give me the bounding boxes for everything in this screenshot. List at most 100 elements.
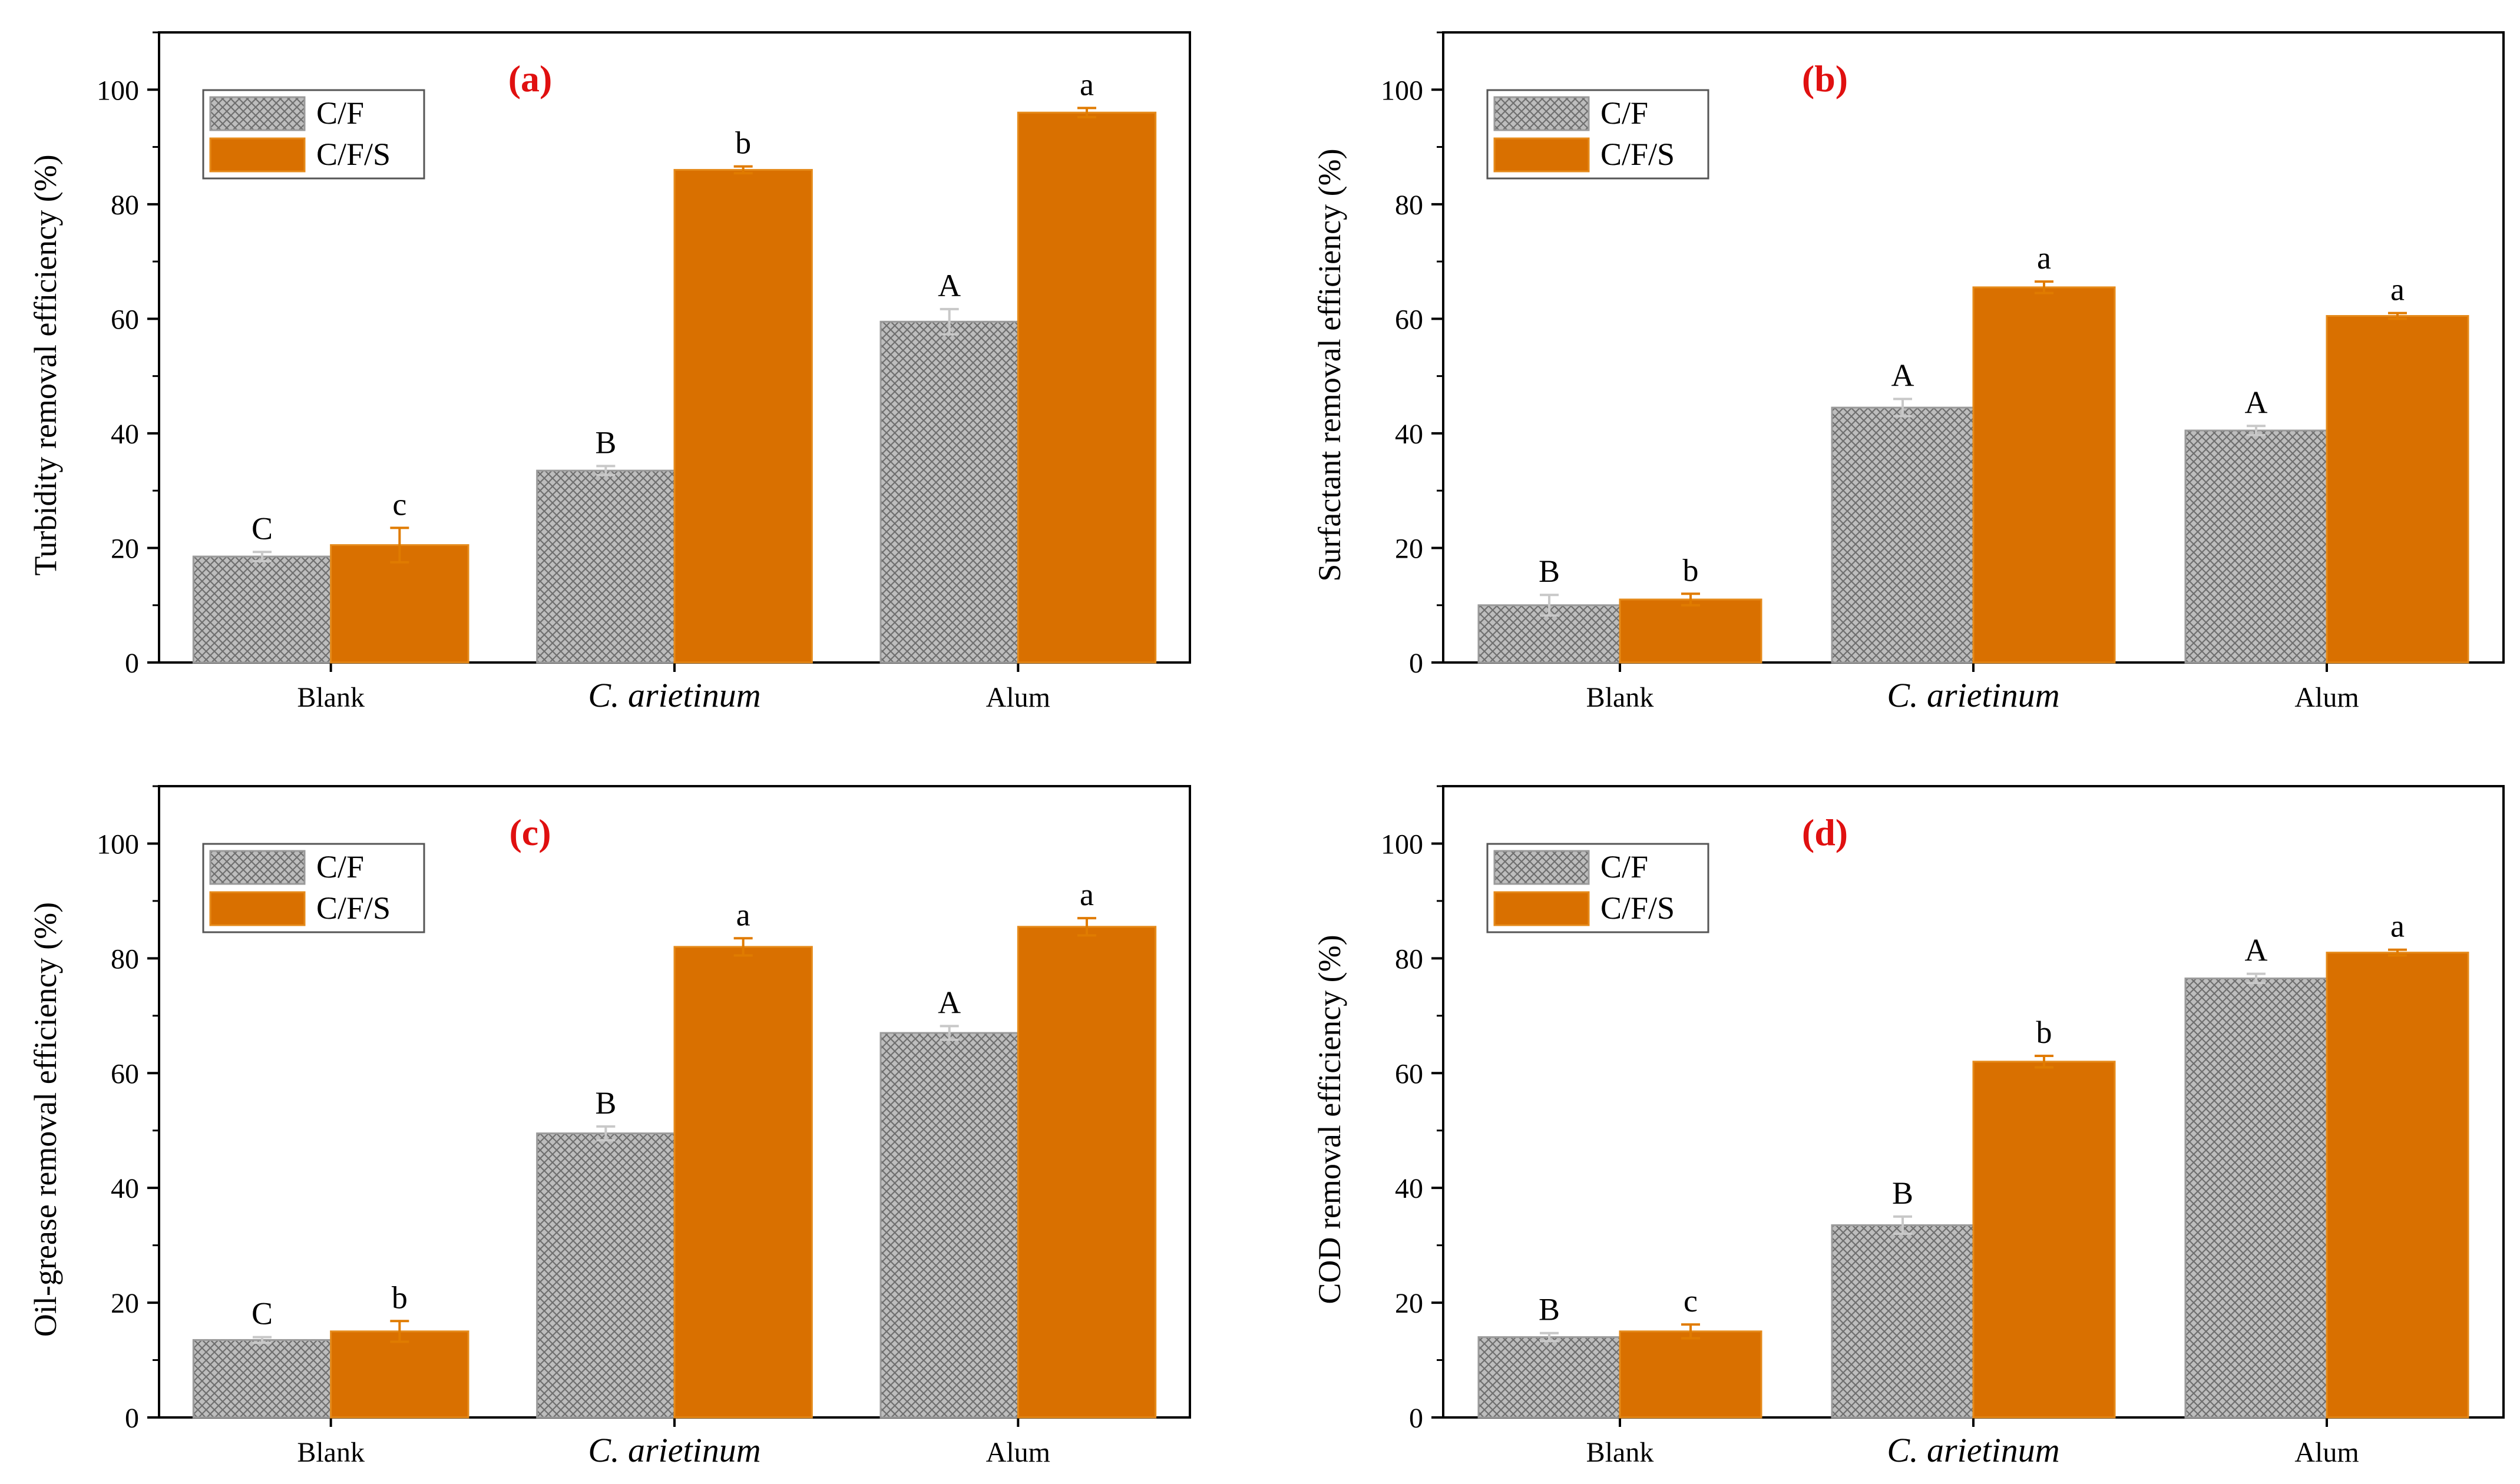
- bar-cfs-3: [2326, 315, 2469, 664]
- y-tick-label: 100: [1381, 75, 1423, 106]
- y-tick-label: 0: [1409, 648, 1423, 679]
- y-tick-label: 40: [111, 419, 139, 450]
- significance-letter: c: [1684, 1283, 1698, 1319]
- y-tick-label: 20: [111, 533, 139, 564]
- panel-label: (a): [508, 58, 553, 100]
- x-tick-label: Blank: [1586, 1437, 1654, 1468]
- significance-letter: a: [736, 897, 750, 932]
- x-tick-label: Blank: [297, 682, 365, 713]
- bar-cf-2: [536, 1132, 676, 1419]
- legend-label-cfs: C/F/S: [316, 890, 391, 926]
- significance-letter: A: [2245, 933, 2268, 968]
- y-tick-label: 60: [111, 1058, 139, 1089]
- legend-label-cf: C/F: [1600, 95, 1648, 131]
- legend-swatch-cf: [1493, 850, 1590, 885]
- y-tick-label: 0: [125, 648, 139, 679]
- significance-letter: a: [2390, 272, 2405, 307]
- panels: 0 20 40 60 80 100 Turbidity removal efficiency…: [28, 31, 2505, 1469]
- bar-cfs-3: [1017, 111, 1157, 664]
- significance-letter: C: [252, 1296, 273, 1331]
- significance-letter: A: [938, 985, 961, 1020]
- bar-cf-2: [536, 469, 676, 664]
- significance-letter: A: [1891, 358, 1914, 393]
- bar-cf-1: [192, 1339, 332, 1419]
- y-tick-label: 80: [1395, 190, 1423, 221]
- chart-panel-3: 0 20 40 60 80 100 Oil-grease removal efficienc…: [28, 785, 1191, 1469]
- chart-panel-2: 0 20 40 60 80 100 Surfactant removal efficienc…: [1312, 31, 2505, 714]
- bar-cfs-2: [673, 946, 813, 1419]
- chart-panel-1: 0 20 40 60 80 100 Turbidity removal efficiency…: [28, 31, 1191, 714]
- x-tick-label: Alum: [986, 682, 1050, 713]
- bar-cfs-1: [330, 1330, 469, 1419]
- significance-letter: B: [1539, 554, 1560, 589]
- x-tick-label: C. arietinum: [588, 676, 760, 714]
- significance-letter: B: [595, 425, 616, 460]
- x-tick-label: Blank: [1586, 682, 1654, 713]
- legend-label-cf: C/F: [316, 849, 364, 885]
- y-tick-label: 0: [125, 1403, 139, 1434]
- x-tick-label: Alum: [2294, 682, 2359, 713]
- panel-label: (d): [1802, 811, 1848, 853]
- significance-letter: b: [735, 125, 751, 161]
- significance-letter: a: [2390, 909, 2405, 944]
- bar-cfs-3: [1017, 926, 1157, 1419]
- significance-letter: a: [1080, 877, 1094, 912]
- y-tick-label: 40: [1395, 1173, 1423, 1204]
- y-tick-label: 60: [1395, 1058, 1423, 1089]
- panel-label: (c): [509, 811, 551, 853]
- x-tick-label: Alum: [2294, 1437, 2359, 1468]
- bar-cf-1: [192, 555, 332, 664]
- bar-cf-1: [1477, 1336, 1621, 1419]
- significance-letter: a: [1080, 67, 1094, 102]
- bar-cfs-2: [1972, 1061, 2116, 1419]
- significance-letter: A: [938, 268, 961, 303]
- y-tick-label: 100: [97, 75, 139, 106]
- chart-panel-4: 0 20 40 60 80 100 COD removal efficiency (%) Bl…: [1312, 785, 2505, 1469]
- bar-cfs-2: [673, 168, 813, 664]
- legend-label-cf: C/F: [316, 95, 364, 131]
- significance-letter: a: [2037, 240, 2051, 276]
- bar-cf-3: [879, 1032, 1019, 1419]
- y-tick-label: 40: [1395, 419, 1423, 450]
- legend-label-cfs: C/F/S: [1600, 137, 1675, 172]
- y-axis-label: Surfactant removal efficiency (%): [1312, 148, 1347, 581]
- x-tick-label: Alum: [986, 1437, 1050, 1468]
- legend-swatch-cfs: [1493, 137, 1590, 173]
- y-tick-label: 0: [1409, 1403, 1423, 1434]
- significance-letter: b: [1683, 552, 1699, 588]
- y-tick-label: 20: [1395, 533, 1423, 564]
- bar-cfs-3: [2326, 952, 2469, 1419]
- significance-letter: B: [1892, 1175, 1913, 1211]
- bar-cfs-1: [1619, 598, 1762, 664]
- significance-letter: A: [2245, 385, 2268, 420]
- bar-cfs-1: [330, 544, 469, 664]
- y-tick-label: 80: [111, 190, 139, 221]
- legend-label-cfs: C/F/S: [1600, 890, 1675, 926]
- x-tick-label: Blank: [297, 1437, 365, 1468]
- legend-label-cf: C/F: [1600, 849, 1648, 885]
- bar-cf-3: [879, 320, 1019, 664]
- legend-swatch-cfs: [1493, 891, 1590, 926]
- bar-cf-2: [1831, 1224, 1975, 1419]
- y-tick-label: 100: [97, 829, 139, 860]
- significance-letter: B: [1539, 1292, 1560, 1327]
- y-axis-label: Turbidity removal efficiency (%): [28, 154, 63, 575]
- y-axis-label: COD removal efficiency (%): [1312, 935, 1347, 1304]
- y-tick-label: 80: [1395, 943, 1423, 975]
- bar-cf-2: [1831, 406, 1975, 664]
- y-tick-label: 20: [1395, 1288, 1423, 1319]
- y-tick-label: 80: [111, 943, 139, 975]
- x-tick-label: C. arietinum: [1887, 1431, 2059, 1469]
- legend-swatch-cf: [1493, 96, 1590, 131]
- significance-letter: b: [392, 1280, 408, 1315]
- x-tick-label: C. arietinum: [588, 1431, 760, 1469]
- bar-cf-3: [2184, 429, 2328, 664]
- legend-swatch-cfs: [209, 891, 306, 926]
- y-tick-label: 20: [111, 1288, 139, 1319]
- x-tick-label: C. arietinum: [1887, 676, 2059, 714]
- legend-swatch-cf: [209, 850, 306, 885]
- y-axis-label: Oil-grease removal efficiency (%): [28, 902, 63, 1337]
- y-tick-label: 60: [1395, 304, 1423, 335]
- significance-letter: c: [392, 486, 406, 522]
